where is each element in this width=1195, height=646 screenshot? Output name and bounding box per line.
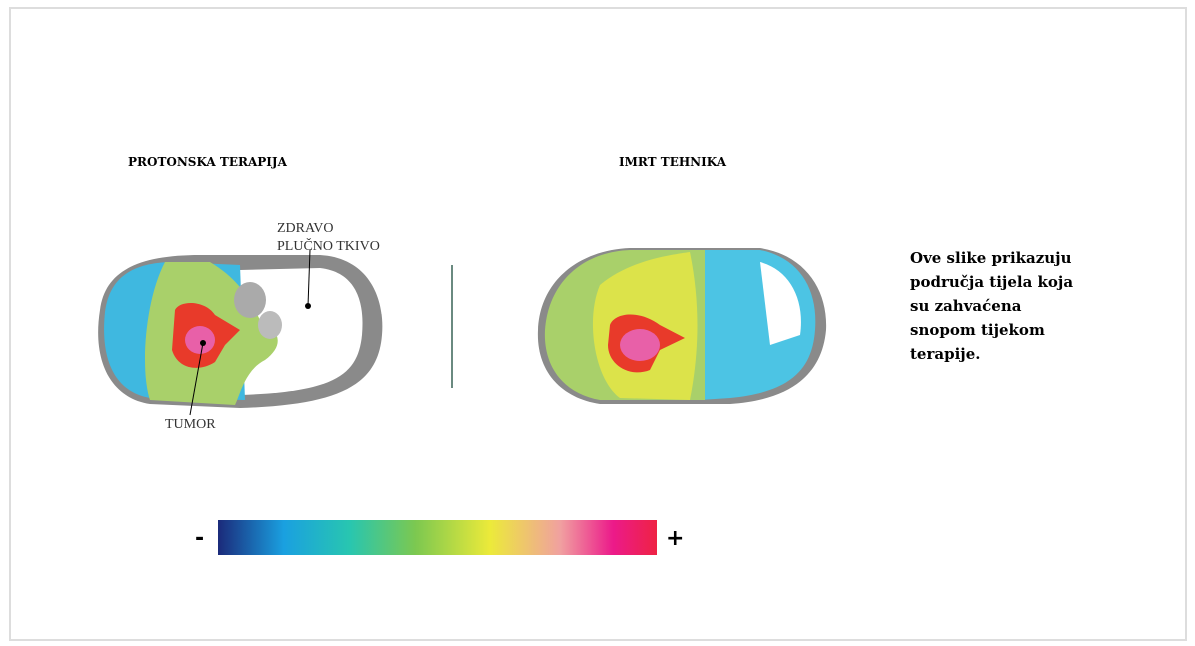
tissue-label: PLUČNO TKIVO: [277, 237, 380, 254]
description-line: terapije.: [910, 345, 980, 363]
tissue-label: ZDRAVO: [277, 221, 334, 236]
description-line: Ove slike prikazuju: [910, 249, 1072, 267]
description-line: snopom tijekom: [910, 321, 1045, 339]
scale-low: -: [195, 526, 204, 551]
tumor-label: TUMOR: [165, 417, 216, 432]
description-line: područja tijela koja: [910, 273, 1073, 291]
panel-title: PROTONSKA TERAPIJA: [128, 155, 288, 169]
imrt-scan: [537, 248, 827, 404]
panel-title: IMRT TEHNIKA: [619, 155, 727, 169]
color-scale: [218, 520, 657, 555]
proton-scan: [98, 249, 383, 416]
description-line: su zahvaćena: [910, 297, 1022, 315]
scale-high: +: [666, 526, 684, 551]
description: Ove slike prikazuju područja tijela koja s…: [910, 249, 1073, 363]
